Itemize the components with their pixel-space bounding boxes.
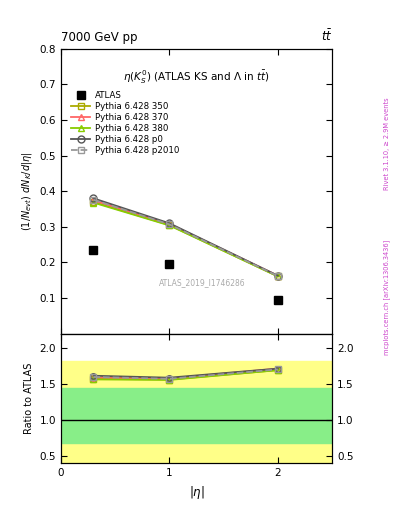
Text: 7000 GeV pp: 7000 GeV pp (61, 31, 138, 44)
Pythia 6.428 380 (91, 200, 96, 206)
ATLAS (275, 297, 280, 303)
Pythia 6.428 370 (91, 198, 96, 204)
Pythia 6.428 350 (91, 199, 96, 205)
Pythia 6.428 370 (275, 272, 280, 279)
Pythia 6.428 p0 (167, 220, 172, 226)
Line: Pythia 6.428 p0: Pythia 6.428 p0 (90, 195, 281, 279)
Line: ATLAS: ATLAS (90, 246, 282, 304)
Y-axis label: $(1/N_{evt})$ $dN_K/d|\eta|$: $(1/N_{evt})$ $dN_K/d|\eta|$ (20, 151, 34, 231)
Pythia 6.428 380 (167, 222, 172, 228)
Line: Pythia 6.428 370: Pythia 6.428 370 (90, 197, 281, 279)
Bar (61, 388, 332, 443)
Y-axis label: Ratio to ATLAS: Ratio to ATLAS (24, 363, 34, 434)
Line: Pythia 6.428 350: Pythia 6.428 350 (90, 199, 281, 280)
Pythia 6.428 p0 (91, 195, 96, 201)
X-axis label: |$\eta$|: |$\eta$| (189, 484, 204, 501)
ATLAS (91, 247, 96, 253)
Pythia 6.428 370 (167, 221, 172, 227)
Text: $t\bar{t}$: $t\bar{t}$ (321, 28, 332, 44)
Pythia 6.428 p0 (275, 272, 280, 279)
Text: ATLAS_2019_I1746286: ATLAS_2019_I1746286 (159, 278, 245, 287)
Text: mcplots.cern.ch [arXiv:1306.3436]: mcplots.cern.ch [arXiv:1306.3436] (384, 239, 391, 355)
Line: Pythia 6.428 p2010: Pythia 6.428 p2010 (90, 196, 281, 280)
Text: Rivet 3.1.10, ≥ 2.9M events: Rivet 3.1.10, ≥ 2.9M events (384, 97, 390, 189)
Pythia 6.428 380 (275, 273, 280, 280)
Pythia 6.428 p2010 (275, 273, 280, 279)
Legend: ATLAS, Pythia 6.428 350, Pythia 6.428 370, Pythia 6.428 380, Pythia 6.428 p0, Py: ATLAS, Pythia 6.428 350, Pythia 6.428 37… (68, 87, 182, 159)
Line: Pythia 6.428 380: Pythia 6.428 380 (90, 199, 281, 280)
Text: $\eta(K^0_S)$ (ATLAS KS and $\Lambda$ in $t\bar{t}$): $\eta(K^0_S)$ (ATLAS KS and $\Lambda$ in… (123, 69, 270, 86)
Pythia 6.428 p2010 (91, 197, 96, 203)
Pythia 6.428 350 (167, 222, 172, 228)
Bar (61, 361, 332, 467)
ATLAS (167, 261, 172, 267)
Pythia 6.428 350 (275, 273, 280, 280)
Pythia 6.428 p2010 (167, 221, 172, 227)
